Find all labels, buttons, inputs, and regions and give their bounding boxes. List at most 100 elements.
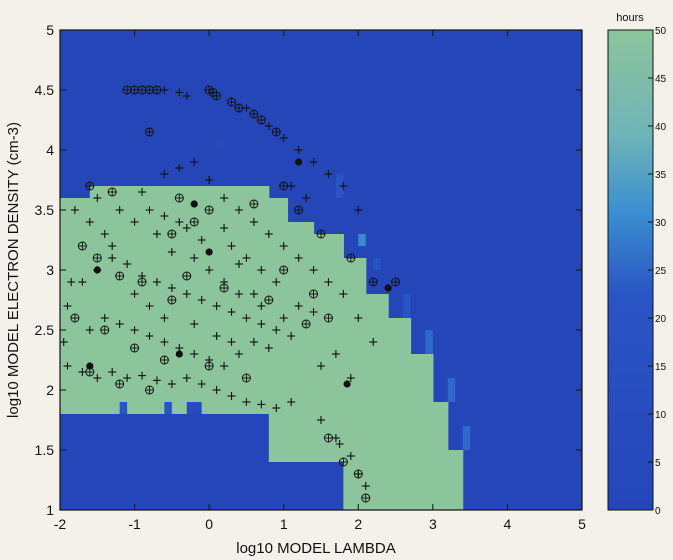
plus-marker <box>294 302 303 310</box>
plus-marker <box>205 266 214 274</box>
circle-plus-marker <box>323 313 333 323</box>
colorbar-tick-label: 45 <box>655 74 667 85</box>
heatmap-high-cell <box>410 354 434 510</box>
plus-marker <box>257 302 266 310</box>
colorbar-label: hours <box>616 12 644 24</box>
plus-marker <box>287 332 296 340</box>
circle-plus-marker <box>189 217 199 227</box>
y-tick-label: 5 <box>46 22 54 38</box>
plus-marker <box>249 218 258 226</box>
plus-marker <box>339 290 348 298</box>
filled-dot-marker <box>93 266 101 274</box>
circle-plus-marker <box>115 271 125 281</box>
plus-marker <box>242 314 251 322</box>
plus-marker <box>78 278 87 286</box>
heatmap-plot <box>60 30 582 510</box>
plus-marker <box>59 338 68 346</box>
heatmap-cell <box>186 402 202 414</box>
circle-plus-marker <box>137 85 147 95</box>
plus-marker <box>167 380 176 388</box>
plus-marker <box>354 314 363 322</box>
plus-marker <box>317 416 325 424</box>
plus-marker <box>175 164 184 172</box>
colorbar-ticks: 0 5 10 15 20 25 30 35 40 45 50 <box>648 26 667 517</box>
plus-marker <box>108 242 117 250</box>
circle-plus-marker <box>256 115 266 125</box>
plus-marker <box>294 146 303 154</box>
colorbar-tick-label: 20 <box>655 314 667 325</box>
plus-marker <box>212 332 221 340</box>
plus-marker <box>257 400 266 409</box>
x-axis-label: log10 MODEL LAMBDA <box>236 540 396 557</box>
plus-marker <box>272 278 281 286</box>
plus-marker <box>93 194 102 202</box>
circle-plus-marker <box>107 187 117 197</box>
y-tick-label: 1.5 <box>35 442 55 458</box>
circle-plus-marker <box>167 229 177 239</box>
plus-marker <box>324 170 333 178</box>
circle-plus-marker <box>77 241 87 251</box>
plus-marker <box>257 266 266 274</box>
heatmap-cell <box>403 294 411 318</box>
plus-marker <box>212 302 221 310</box>
circle-plus-marker <box>323 433 333 443</box>
plus-marker <box>182 374 191 382</box>
colorbar-gradient <box>607 29 654 511</box>
plus-marker <box>242 398 251 406</box>
heatmap-cell <box>119 402 128 414</box>
circle-plus-marker <box>346 253 356 263</box>
circle-plus-marker <box>249 109 259 119</box>
plus-marker <box>115 320 124 328</box>
plus-marker <box>369 338 378 346</box>
circle-plus-marker <box>234 103 244 113</box>
circle-plus-marker <box>115 379 125 389</box>
plus-marker <box>160 86 169 94</box>
circle-plus-marker <box>144 385 154 395</box>
circle-plus-marker <box>219 283 229 293</box>
y-axis-label: log10 MODEL ELECTRON DENSITY (cm-3) <box>5 122 22 418</box>
colorbar-tick-label: 35 <box>655 170 667 181</box>
heatmap-cell <box>216 138 225 150</box>
heatmap-cell <box>164 402 172 414</box>
circle-plus-marker <box>353 469 363 479</box>
plus-marker <box>354 206 363 214</box>
plus-marker <box>130 218 139 226</box>
data-markers <box>59 85 401 503</box>
plus-marker <box>167 284 176 292</box>
circle-plus-marker <box>182 271 192 281</box>
heatmap-high-cell <box>313 234 344 462</box>
filled-dot-marker <box>343 380 351 388</box>
plus-marker <box>175 88 184 97</box>
plus-marker <box>205 176 214 184</box>
colorbar-tick-label: 50 <box>655 26 667 37</box>
plus-marker <box>324 278 333 286</box>
plus-marker <box>190 158 199 166</box>
circle-plus-marker <box>279 181 289 191</box>
plus-marker <box>197 296 206 304</box>
plus-marker <box>279 314 288 322</box>
plus-marker <box>279 242 288 250</box>
heatmap-cell <box>358 234 366 246</box>
plus-marker <box>220 224 229 232</box>
x-tick-label: 3 <box>429 516 437 532</box>
plus-marker <box>160 212 169 220</box>
colorbar-tick-label: 10 <box>655 410 667 421</box>
plus-marker <box>227 338 236 346</box>
filled-dot-marker <box>86 362 94 370</box>
plus-marker <box>182 224 191 232</box>
heatmap-cell <box>462 426 471 450</box>
plus-marker <box>152 230 161 238</box>
plus-marker <box>346 374 355 382</box>
plus-marker <box>145 332 154 340</box>
circle-plus-marker <box>294 205 304 215</box>
plus-marker <box>220 362 229 370</box>
heatmap-high-cell <box>287 222 315 462</box>
plus-marker <box>234 350 243 358</box>
y-tick-label: 4 <box>46 142 54 158</box>
plus-marker <box>100 314 109 322</box>
circle-plus-marker <box>122 85 132 95</box>
plus-marker <box>108 254 117 262</box>
plus-marker <box>190 320 199 328</box>
circle-plus-marker <box>301 319 311 329</box>
